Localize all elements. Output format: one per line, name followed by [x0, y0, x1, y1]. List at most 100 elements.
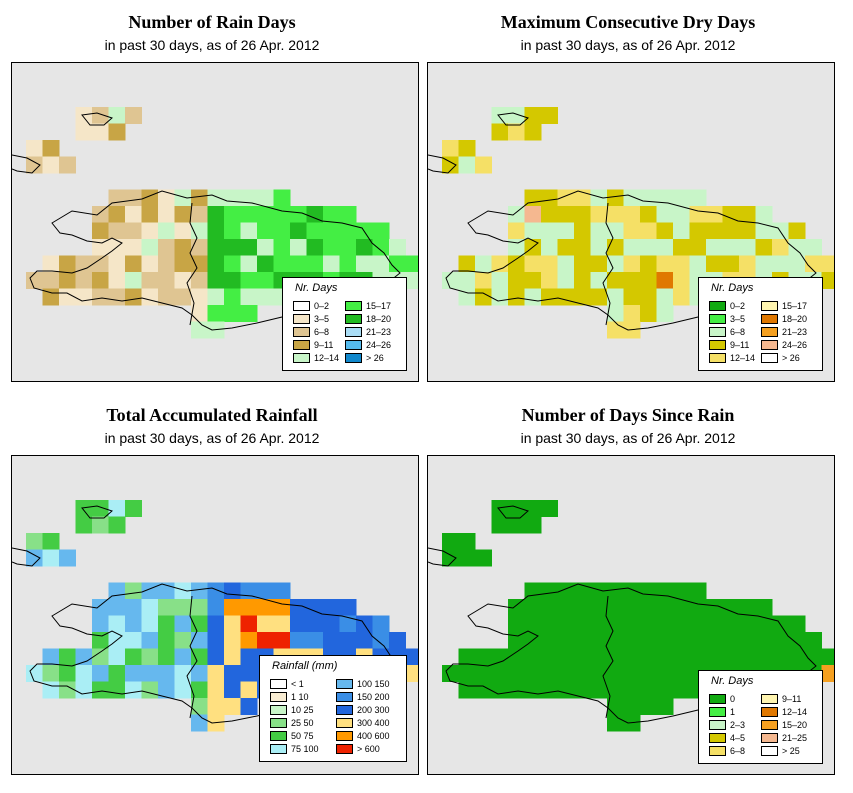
- grid-cell: [339, 632, 357, 649]
- grid-cell: [257, 206, 274, 223]
- grid-cell: [174, 239, 192, 256]
- grid-cell: [755, 599, 773, 616]
- legend-swatch: [761, 300, 778, 311]
- grid-cell: [623, 698, 641, 715]
- legend-swatch: [709, 326, 726, 337]
- grid-cell: [240, 698, 258, 715]
- grid-cell: [207, 582, 225, 600]
- grid-cell: [75, 272, 93, 289]
- island-outline: [81, 112, 113, 126]
- grid-cell: [158, 599, 175, 616]
- grid-cell: [656, 599, 674, 616]
- grid-cell: [92, 500, 109, 517]
- grid-cell: [290, 255, 307, 273]
- grid-cell: [722, 599, 740, 616]
- grid-cell: [273, 632, 291, 649]
- grid-cell: [673, 632, 690, 649]
- grid-cell: [491, 516, 509, 534]
- map-dry-days: Nr. Days 0–2 3–5 6–8 9–11 12–14 15–17 18–20 21–…: [427, 62, 835, 382]
- grid-cell: [508, 681, 525, 699]
- grid-cell: [191, 632, 208, 649]
- grid-cell: [207, 239, 225, 256]
- island-outline: [12, 154, 41, 174]
- grid-cell: [224, 615, 241, 633]
- grid-cell: [240, 239, 258, 256]
- legend-label: 24–26: [782, 339, 808, 350]
- grid-cell: [557, 272, 575, 289]
- legend-item: 9–11: [293, 339, 333, 350]
- grid-cell: [75, 665, 93, 682]
- grid-cell: [788, 632, 806, 649]
- grid-cell: [508, 107, 525, 124]
- grid-cell: [640, 648, 657, 666]
- legend-label: 6–8: [730, 745, 746, 756]
- grid-cell: [673, 239, 690, 256]
- grid-cell: [125, 107, 142, 124]
- grid-cell: [557, 288, 575, 306]
- grid-cell: [590, 288, 608, 306]
- grid-cell: [273, 582, 291, 600]
- legend-label: > 600: [357, 743, 380, 754]
- grid-cell: [108, 615, 126, 633]
- grid-cell: [623, 582, 641, 600]
- grid-cell: [92, 615, 109, 633]
- grid-cell: [191, 599, 208, 616]
- grid-cell: [339, 222, 357, 240]
- grid-cell: [191, 582, 208, 600]
- legend-item: 12–14: [293, 352, 339, 363]
- grid-cell: [290, 615, 307, 633]
- legend-swatch: [270, 743, 287, 754]
- grid-cell: [42, 140, 60, 157]
- grid-cell: [125, 206, 142, 223]
- grid-cell: [224, 239, 241, 256]
- grid-cell: [590, 206, 608, 223]
- grid-cell: [191, 272, 208, 289]
- grid-cell: [257, 615, 274, 633]
- grid-cell: [640, 272, 657, 289]
- grid-cell: [257, 189, 274, 207]
- grid-cell: [623, 599, 641, 616]
- grid-cell: [755, 222, 773, 240]
- panel-subtitle: in past 30 days, as of 26 Apr. 2012: [104, 37, 320, 53]
- legend-label: 1 10: [291, 691, 309, 702]
- grid-cell: [541, 665, 558, 682]
- grid-cell: [158, 272, 175, 289]
- grid-cell: [821, 255, 834, 273]
- grid-cell: [306, 222, 324, 240]
- grid-cell: [207, 665, 225, 682]
- grid-cell: [240, 599, 258, 616]
- grid-cell: [273, 255, 291, 273]
- grid-cell: [788, 222, 806, 240]
- grid-cell: [673, 648, 690, 666]
- grid-cell: [59, 665, 76, 682]
- legend-swatch: [336, 704, 353, 715]
- grid-cell: [623, 189, 641, 207]
- legend-item: 300 400: [336, 717, 390, 728]
- grid-cell: [42, 648, 60, 666]
- grid-cell: [207, 206, 225, 223]
- coastline: [29, 190, 401, 331]
- grid-cell: [706, 255, 723, 273]
- grid-cell: [306, 632, 324, 649]
- map-rain-days: Nr. Days 0–2 3–5 6–8 9–11 12–14 15–17 18–20 21–…: [11, 62, 419, 382]
- legend-title: Rainfall (mm): [272, 660, 338, 672]
- grid-cell: [191, 648, 208, 666]
- grid-cell: [607, 582, 624, 600]
- grid-cell: [607, 714, 624, 732]
- coastline: [445, 190, 817, 331]
- grid-cell: [623, 239, 641, 256]
- legend-swatch: [761, 719, 778, 730]
- grid-cell: [508, 615, 525, 633]
- grid-cell: [508, 516, 525, 534]
- grid-cell: [508, 648, 525, 666]
- grid-cell: [673, 222, 690, 240]
- grid-cell: [541, 615, 558, 633]
- grid-cell: [689, 632, 707, 649]
- grid-cell: [125, 582, 142, 600]
- grid-cell: [92, 516, 109, 534]
- grid-cell: [673, 665, 690, 682]
- island-outline: [428, 154, 457, 174]
- grid-cell: [207, 648, 225, 666]
- grid-cell: [557, 665, 575, 682]
- grid-cell: [108, 107, 126, 124]
